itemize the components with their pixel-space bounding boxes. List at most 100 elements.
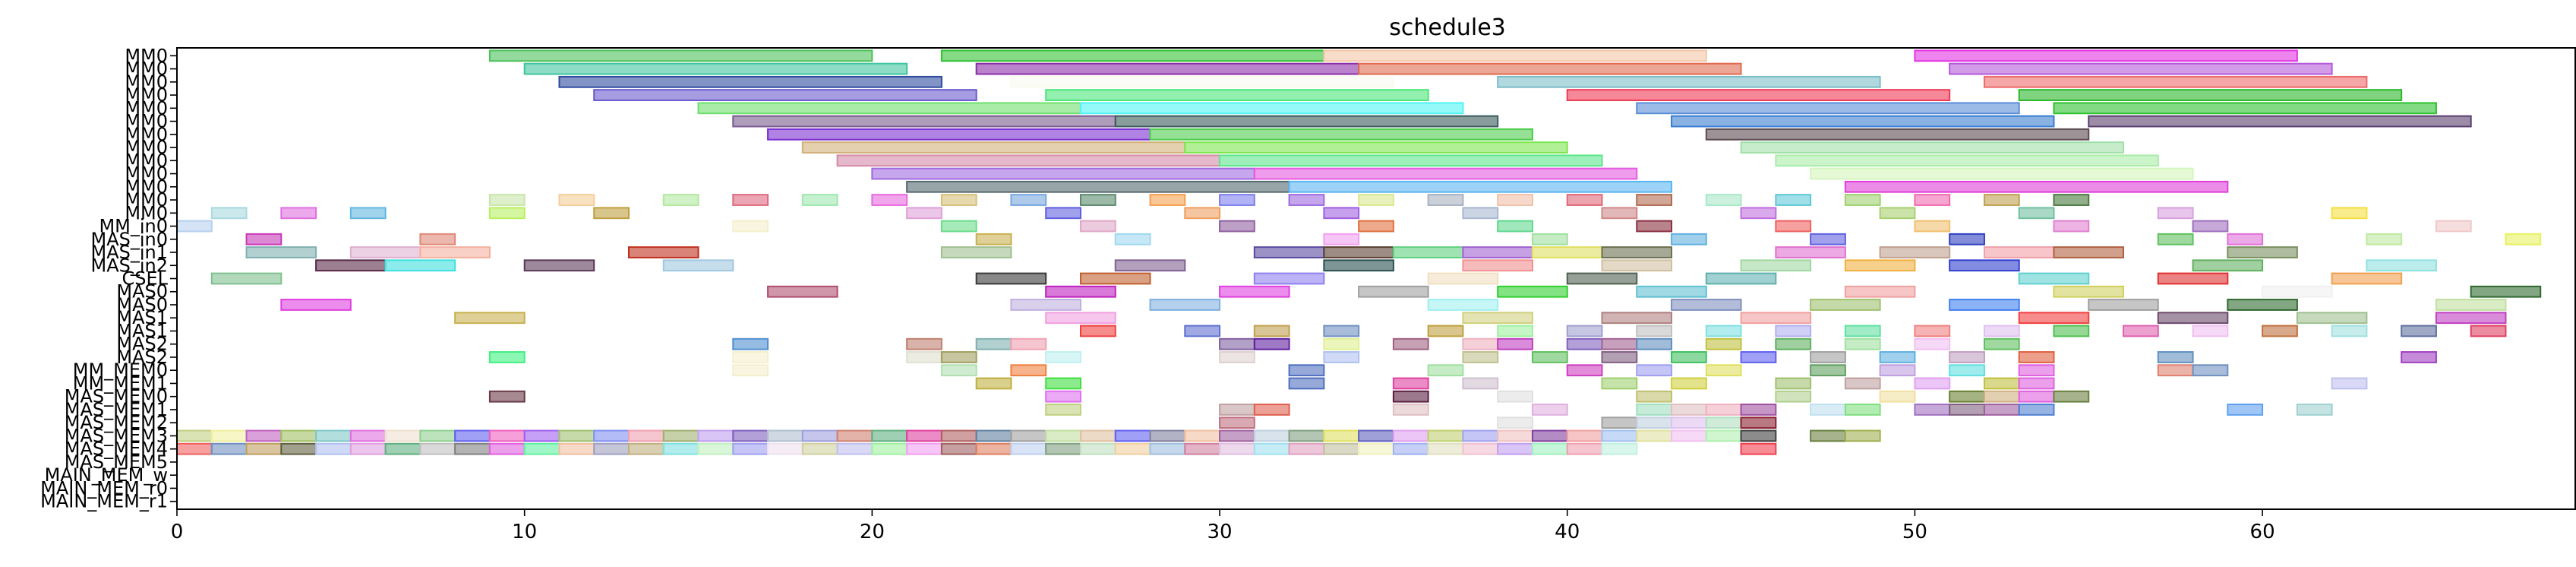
gantt-bar [1671, 115, 2055, 128]
gantt-bar [1184, 325, 1221, 337]
gantt-bar [1323, 351, 1360, 363]
gantt-bar [1983, 337, 2020, 350]
gantt-bar [2435, 299, 2507, 311]
chart-title: schedule3 [1389, 14, 1506, 41]
gantt-bar [1740, 417, 1777, 429]
gantt-bar [2505, 233, 2542, 245]
gantt-bar [1949, 364, 1985, 377]
gantt-bar [1636, 220, 1673, 233]
gantt-bar [2470, 325, 2507, 337]
gantt-bar [1740, 259, 1812, 272]
gantt-bar [1010, 299, 1081, 311]
gantt-bar [871, 442, 908, 455]
gantt-bar [732, 442, 769, 455]
gantt-bar [1462, 259, 1533, 272]
gantt-bar [1462, 351, 1499, 363]
gantt-bar [419, 442, 456, 455]
y-tick-label: MM_MEM0 [73, 360, 168, 381]
gantt-bar [1636, 337, 1673, 350]
gantt-bar [1079, 102, 1464, 115]
gantt-bar [1810, 364, 1846, 377]
gantt-bar [1497, 390, 1533, 403]
gantt-bar [1079, 194, 1116, 206]
gantt-bar [2366, 259, 2437, 272]
gantt-bar [1114, 259, 1186, 272]
gantt-bar [1045, 312, 1116, 325]
gantt-bar [1010, 429, 1047, 442]
y-tick-label: MM_in0 [99, 216, 168, 237]
gantt-bar [1601, 337, 1638, 350]
y-tick-label: MM0 [125, 124, 168, 145]
gantt-bar [1636, 390, 1673, 403]
gantt-bar [1983, 325, 2020, 337]
y-tick-label: MAS2 [116, 347, 168, 368]
gantt-bar [558, 194, 595, 206]
gantt-bar [1566, 325, 1603, 337]
gantt-bar [1323, 246, 1394, 258]
gantt-bar [1775, 154, 2159, 167]
gantt-bar [1566, 89, 1951, 101]
gantt-bar [2157, 351, 2194, 363]
gantt-bar [1844, 180, 2229, 193]
gantt-bar [1775, 194, 1812, 206]
gantt-bar [1288, 377, 1325, 390]
gantt-bar [593, 89, 977, 101]
gantt-bar [801, 442, 838, 455]
gantt-bar [697, 429, 734, 442]
gantt-bar [1566, 272, 1638, 285]
gantt-bar [488, 207, 526, 220]
gantt-bar [940, 194, 977, 206]
gantt-bar [384, 259, 456, 272]
gantt-bar [1010, 364, 1047, 377]
gantt-bar [2018, 364, 2055, 377]
gantt-bar [1045, 377, 1081, 390]
y-tick-label: MM0 [125, 111, 168, 132]
gantt-bar [906, 429, 942, 442]
gantt-bar [1775, 246, 1846, 258]
gantt-bar [1497, 325, 1533, 337]
gantt-bar [2157, 272, 2229, 285]
gantt-bar [1358, 194, 1394, 206]
gantt-bar [1149, 299, 1221, 311]
gantt-bar [245, 429, 283, 442]
gantt-bar [1497, 442, 1533, 455]
gantt-bar [1219, 154, 1603, 167]
gantt-bar [1427, 272, 1499, 285]
y-tick-label: MM0 [125, 150, 168, 171]
gantt-bar [2331, 377, 2368, 390]
gantt-bar [906, 351, 942, 363]
gantt-bar [1740, 141, 2125, 154]
gantt-bar [1149, 442, 1186, 455]
gantt-bar [2018, 351, 2055, 363]
gantt-bar [1497, 194, 1533, 206]
gantt-bar [1462, 429, 1499, 442]
gantt-bar [1427, 429, 1464, 442]
gantt-bar [1740, 429, 1777, 442]
gantt-bar [1671, 299, 1742, 311]
gantt-bar [1531, 404, 1568, 416]
gantt-bar [2192, 325, 2229, 337]
gantt-bar [245, 233, 283, 245]
gantt-bar [732, 364, 769, 377]
gantt-bar [2331, 272, 2403, 285]
gantt-bar [1566, 429, 1603, 442]
gantt-bar [1531, 233, 1568, 245]
gantt-bar [1740, 207, 1777, 220]
gantt-bar [349, 246, 421, 258]
gantt-bar [315, 429, 352, 442]
gantt-bar [1566, 364, 1603, 377]
gantt-bar [488, 194, 526, 206]
gantt-bar [767, 442, 803, 455]
gantt-bar [280, 299, 352, 311]
gantt-bar [2331, 207, 2368, 220]
y-tick-label: MAS_in1 [90, 242, 168, 263]
gantt-bar [593, 442, 630, 455]
gantt-bar [1392, 337, 1429, 350]
gantt-bar [558, 429, 595, 442]
gantt-bar [1844, 337, 1881, 350]
gantt-bar [801, 429, 838, 442]
gantt-bar [488, 390, 526, 403]
y-tick-label: MAS1 [116, 307, 168, 328]
y-tick-label: MAIN_MEM_w [45, 464, 168, 486]
gantt-bar [2192, 220, 2229, 233]
